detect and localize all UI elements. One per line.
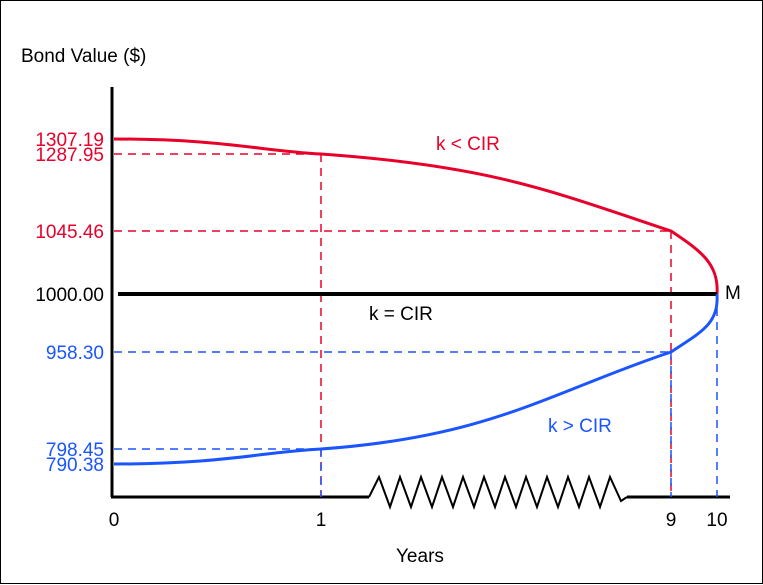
series-label-2: k > CIR xyxy=(548,416,612,437)
y-tick-label-5: 798.45 xyxy=(46,440,104,461)
x-axis-title: Years xyxy=(396,546,444,567)
y-axis-title: Bond Value ($) xyxy=(21,46,146,67)
y-tick-label-6: 790.38 xyxy=(46,455,104,476)
series-label-0: k < CIR xyxy=(436,134,500,155)
maturity-label: M xyxy=(725,283,741,304)
y-tick-label-1: 1287.95 xyxy=(35,145,104,166)
axis-break-zigzag xyxy=(368,473,628,511)
y-tick-label-2: 1045.46 xyxy=(35,222,104,243)
series-line-0 xyxy=(113,137,719,295)
series-label-1: k = CIR xyxy=(369,304,433,325)
x-tick-label-1: 1 xyxy=(316,510,327,531)
y-tick-label-3: 1000.00 xyxy=(35,285,104,306)
series-line-2 xyxy=(113,293,719,466)
y-tick-label-4: 958.30 xyxy=(46,343,104,364)
y-tick-label-0: 1307.19 xyxy=(35,130,104,151)
x-tick-label-0: 0 xyxy=(109,510,120,531)
x-tick-label-3: 10 xyxy=(706,510,727,531)
x-tick-label-2: 9 xyxy=(666,510,677,531)
